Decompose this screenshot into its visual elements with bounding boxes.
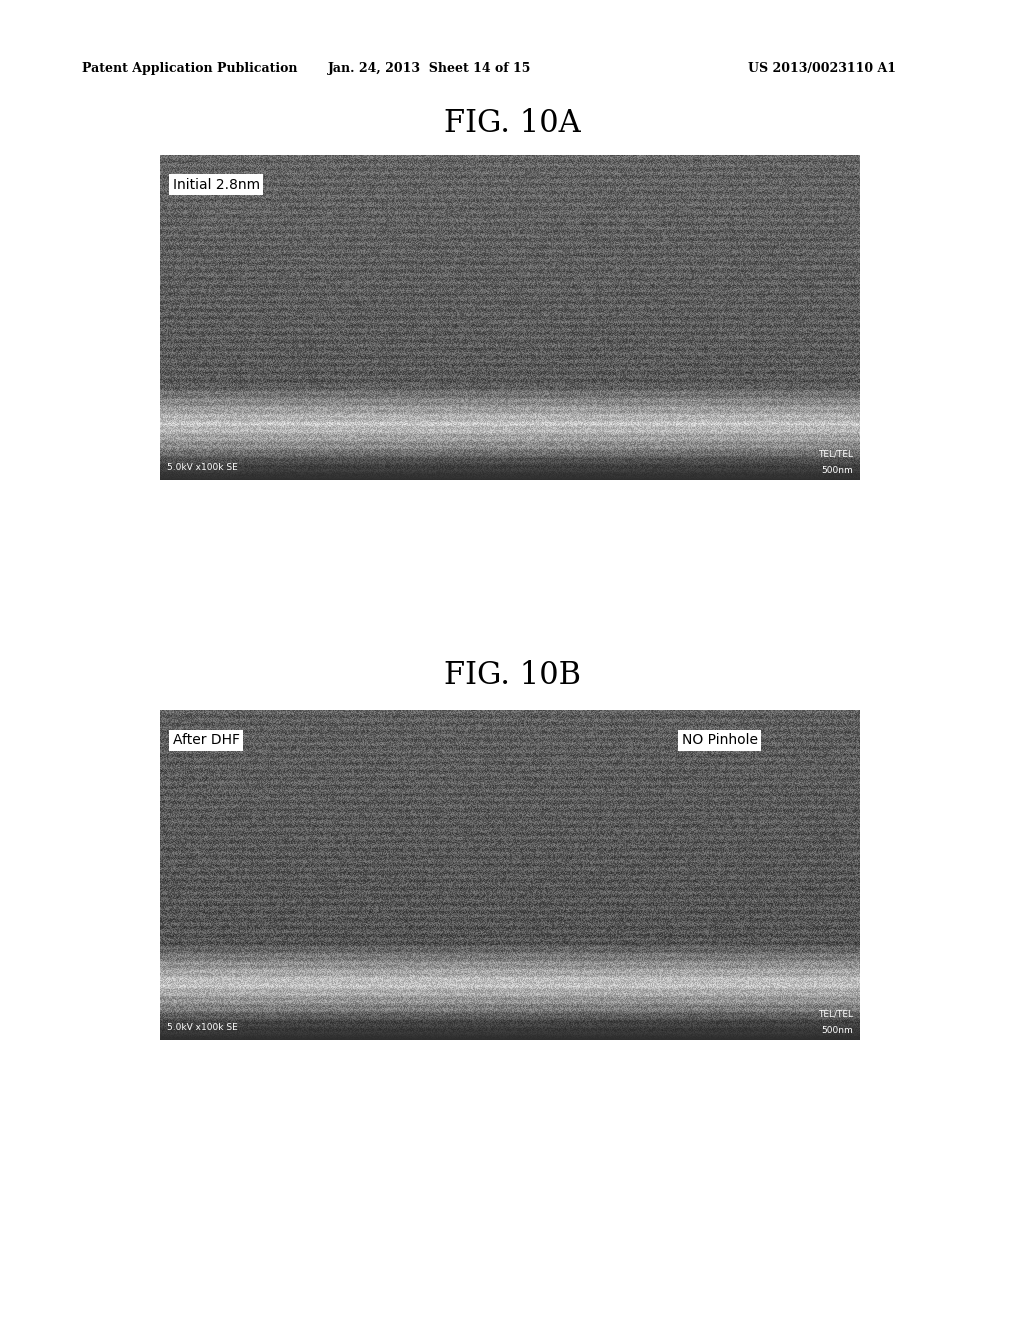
Text: TEL/TEL: TEL/TEL	[818, 1010, 853, 1019]
Text: FIG. 10A: FIG. 10A	[443, 108, 581, 139]
Text: 5.0kV x100k SE: 5.0kV x100k SE	[167, 463, 238, 471]
Text: FIG. 10B: FIG. 10B	[443, 660, 581, 690]
Text: After DHF: After DHF	[173, 733, 240, 747]
Text: TEL/TEL: TEL/TEL	[818, 450, 853, 459]
Text: US 2013/0023110 A1: US 2013/0023110 A1	[748, 62, 896, 75]
Text: Initial 2.8nm: Initial 2.8nm	[173, 178, 260, 191]
Text: 500nm: 500nm	[821, 466, 853, 475]
Text: 500nm: 500nm	[821, 1026, 853, 1035]
Text: 5.0kV x100k SE: 5.0kV x100k SE	[167, 1023, 238, 1032]
Text: NO Pinhole: NO Pinhole	[682, 733, 758, 747]
Text: Jan. 24, 2013  Sheet 14 of 15: Jan. 24, 2013 Sheet 14 of 15	[329, 62, 531, 75]
Text: Patent Application Publication: Patent Application Publication	[82, 62, 297, 75]
